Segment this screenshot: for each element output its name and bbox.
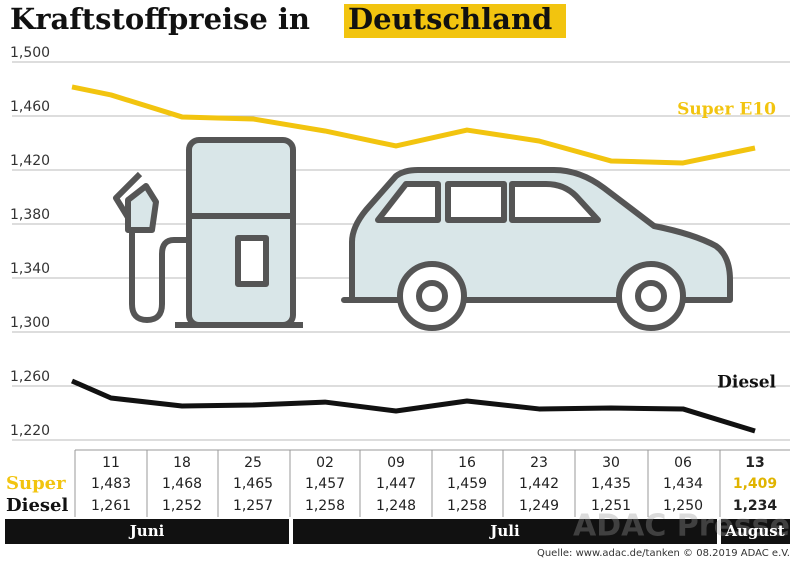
x-tick-label: 16 — [458, 455, 476, 471]
chart-title: Kraftstoffpreise in — [10, 2, 310, 36]
x-tick-label: 02 — [316, 455, 334, 471]
x-tick-label: 11 — [102, 455, 120, 471]
month-label: August — [724, 522, 784, 540]
table-cell: 1,258 — [447, 498, 487, 514]
y-tick-label: 1,500 — [10, 45, 50, 61]
x-tick-label: 23 — [530, 455, 548, 471]
table-cell: 1,457 — [305, 476, 345, 492]
month-bar — [721, 519, 790, 544]
table-cell: 1,459 — [447, 476, 487, 492]
series-line — [71, 84, 756, 166]
month-label: Juni — [128, 522, 165, 540]
row-label: Super — [6, 473, 66, 494]
x-tick-label: 25 — [244, 455, 262, 471]
illustration — [113, 137, 733, 331]
table-cell: 1,251 — [591, 498, 631, 514]
car-windows — [375, 181, 601, 223]
month-bar — [5, 519, 289, 544]
table-cell: 1,434 — [663, 476, 703, 492]
chart-title-highlight: Deutschland — [348, 2, 552, 36]
series-line — [71, 378, 756, 434]
table-cell: 1,252 — [162, 498, 202, 514]
table-cell: 1,261 — [91, 498, 131, 514]
month-label: Juli — [488, 522, 520, 540]
table-cell: 1,248 — [376, 498, 416, 514]
fuel-pump — [186, 137, 296, 328]
x-tick-label: 09 — [387, 455, 405, 471]
series-label: Super E10 — [677, 100, 776, 120]
row-label: Diesel — [6, 495, 68, 516]
x-tick-label: 13 — [745, 455, 764, 471]
y-tick-label: 1,300 — [10, 315, 50, 331]
table-cell: 1,468 — [162, 476, 202, 492]
table-cell: 1,258 — [305, 498, 345, 514]
table-cell: 1,250 — [663, 498, 703, 514]
source: Quelle: www.adac.de/tanken © 08.2019 ADA… — [537, 548, 790, 559]
y-tick-label: 1,340 — [10, 261, 50, 277]
title-highlight-bg — [344, 4, 566, 38]
watermark: ADAC Presse — [573, 509, 790, 544]
x-tick-label: 06 — [674, 455, 692, 471]
table-cell: 1,442 — [519, 476, 559, 492]
hub — [635, 280, 667, 312]
table-cell: 1,435 — [591, 476, 631, 492]
pump-window — [235, 235, 269, 287]
table-cell: 1,234 — [733, 498, 778, 514]
table-cell: 1,465 — [233, 476, 273, 492]
month-bar — [293, 519, 717, 544]
table-cell: 1,249 — [519, 498, 559, 514]
y-tick-label: 1,220 — [10, 423, 50, 439]
x-tick-label: 18 — [173, 455, 191, 471]
y-tick-label: 1,420 — [10, 153, 50, 169]
hub — [416, 280, 448, 312]
table-cell: 1,257 — [233, 498, 273, 514]
pump-hose — [113, 171, 189, 323]
table-cell: 1,483 — [91, 476, 131, 492]
pump-nozzle — [125, 183, 159, 233]
y-tick-label: 1,260 — [10, 369, 50, 385]
series-label: Diesel — [717, 373, 776, 393]
y-tick-label: 1,380 — [10, 207, 50, 223]
table-cell: 1,409 — [733, 476, 777, 492]
table-cell: 1,447 — [376, 476, 416, 492]
x-tick-label: 30 — [602, 455, 620, 471]
y-tick-label: 1,460 — [10, 99, 50, 115]
